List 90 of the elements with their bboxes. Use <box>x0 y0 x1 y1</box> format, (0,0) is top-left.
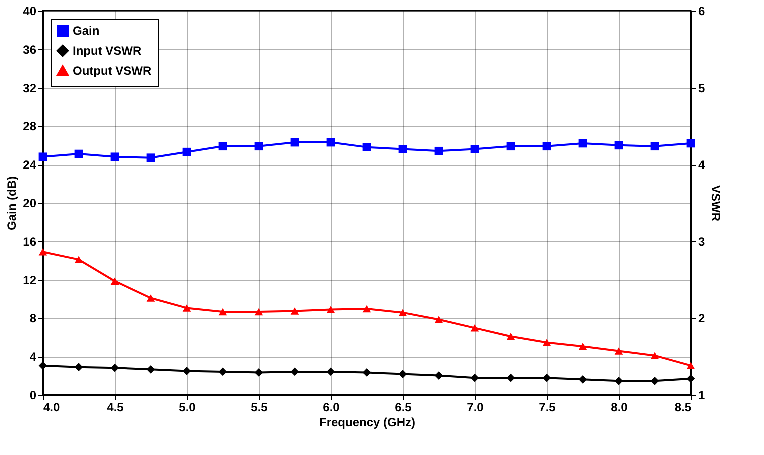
x-axis-title: Frequency (GHz) <box>319 416 416 430</box>
point <box>182 367 192 376</box>
point <box>146 154 156 162</box>
x-tick-label: 6.5 <box>395 400 412 414</box>
point <box>650 376 660 386</box>
point <box>578 139 588 148</box>
point <box>254 368 264 377</box>
y2-tick-label: 5 <box>698 81 706 96</box>
point <box>542 339 552 346</box>
point <box>398 145 408 154</box>
y-tick-label: 40 <box>23 4 37 18</box>
point <box>434 316 444 324</box>
point <box>290 308 300 315</box>
point <box>182 304 192 312</box>
point <box>146 294 156 302</box>
point <box>110 278 120 285</box>
point <box>542 142 552 151</box>
point <box>38 152 48 162</box>
y-tick-label: 32 <box>23 81 37 96</box>
point <box>614 141 624 150</box>
point <box>506 333 516 340</box>
point <box>110 152 120 162</box>
point <box>578 342 588 350</box>
point <box>218 368 228 376</box>
y-tick-label: 24 <box>23 158 37 172</box>
x-tick-label: 8.5 <box>674 400 692 414</box>
point <box>326 306 336 314</box>
y-tick-label: 16 <box>23 234 37 249</box>
point <box>686 374 696 384</box>
point <box>650 352 660 360</box>
point <box>398 309 408 316</box>
y-tick-label: 28 <box>23 120 37 134</box>
x-tick-label: 4.5 <box>107 400 124 414</box>
y-tick-label: 0 <box>30 388 37 402</box>
point <box>434 372 444 380</box>
y-tick-label: 4 <box>30 350 37 364</box>
y-axis-title: Gain (dB) <box>5 176 20 230</box>
x-tick-label: 5.5 <box>251 400 268 414</box>
x-tick-label: 8.0 <box>611 400 628 414</box>
point <box>578 375 588 384</box>
y2-axis-title: VSWR <box>709 186 724 222</box>
point <box>326 368 336 376</box>
point <box>362 143 372 152</box>
y2-tick-label: 1 <box>698 388 706 402</box>
point <box>470 145 480 154</box>
x-tick-label: 4.0 <box>44 400 61 414</box>
point <box>506 374 516 382</box>
legend-label: Input VSWR <box>73 44 142 58</box>
point <box>182 148 192 156</box>
y-tick-label: 20 <box>23 196 37 210</box>
point <box>74 256 84 264</box>
point <box>74 150 84 158</box>
point <box>38 248 48 256</box>
point <box>290 368 300 376</box>
y2-tick-label: 3 <box>698 234 706 249</box>
x-tick-label: 5.0 <box>179 400 196 414</box>
y-tick-label: 36 <box>23 42 37 57</box>
y2-tick-label: 6 <box>698 4 706 18</box>
x-tick-label: 7.5 <box>539 400 556 414</box>
point <box>506 142 516 151</box>
y-tick-label: 8 <box>30 312 37 326</box>
point <box>470 324 480 332</box>
point <box>686 139 696 148</box>
y-tick-label: 12 <box>23 273 37 288</box>
point <box>434 146 444 156</box>
y2-tick-label: 2 <box>698 312 706 326</box>
legend-label: Output VSWR <box>73 64 152 78</box>
point <box>326 138 336 147</box>
point <box>254 142 264 151</box>
point <box>470 374 480 382</box>
y2-tick-label: 4 <box>698 158 706 172</box>
point <box>650 142 660 151</box>
x-tick-label: 7.0 <box>467 400 484 414</box>
point <box>362 368 372 377</box>
point <box>254 308 264 316</box>
point <box>614 348 624 355</box>
legend-label: Gain <box>73 24 100 38</box>
point <box>362 305 372 313</box>
point <box>38 362 48 370</box>
point <box>218 142 228 151</box>
point <box>146 365 156 374</box>
point <box>686 362 696 370</box>
point <box>290 138 300 147</box>
point <box>74 363 84 372</box>
point <box>218 308 228 316</box>
point <box>110 364 120 372</box>
point <box>614 376 624 386</box>
point <box>542 374 552 382</box>
x-tick-label: 6.0 <box>323 400 340 414</box>
point <box>398 370 408 378</box>
